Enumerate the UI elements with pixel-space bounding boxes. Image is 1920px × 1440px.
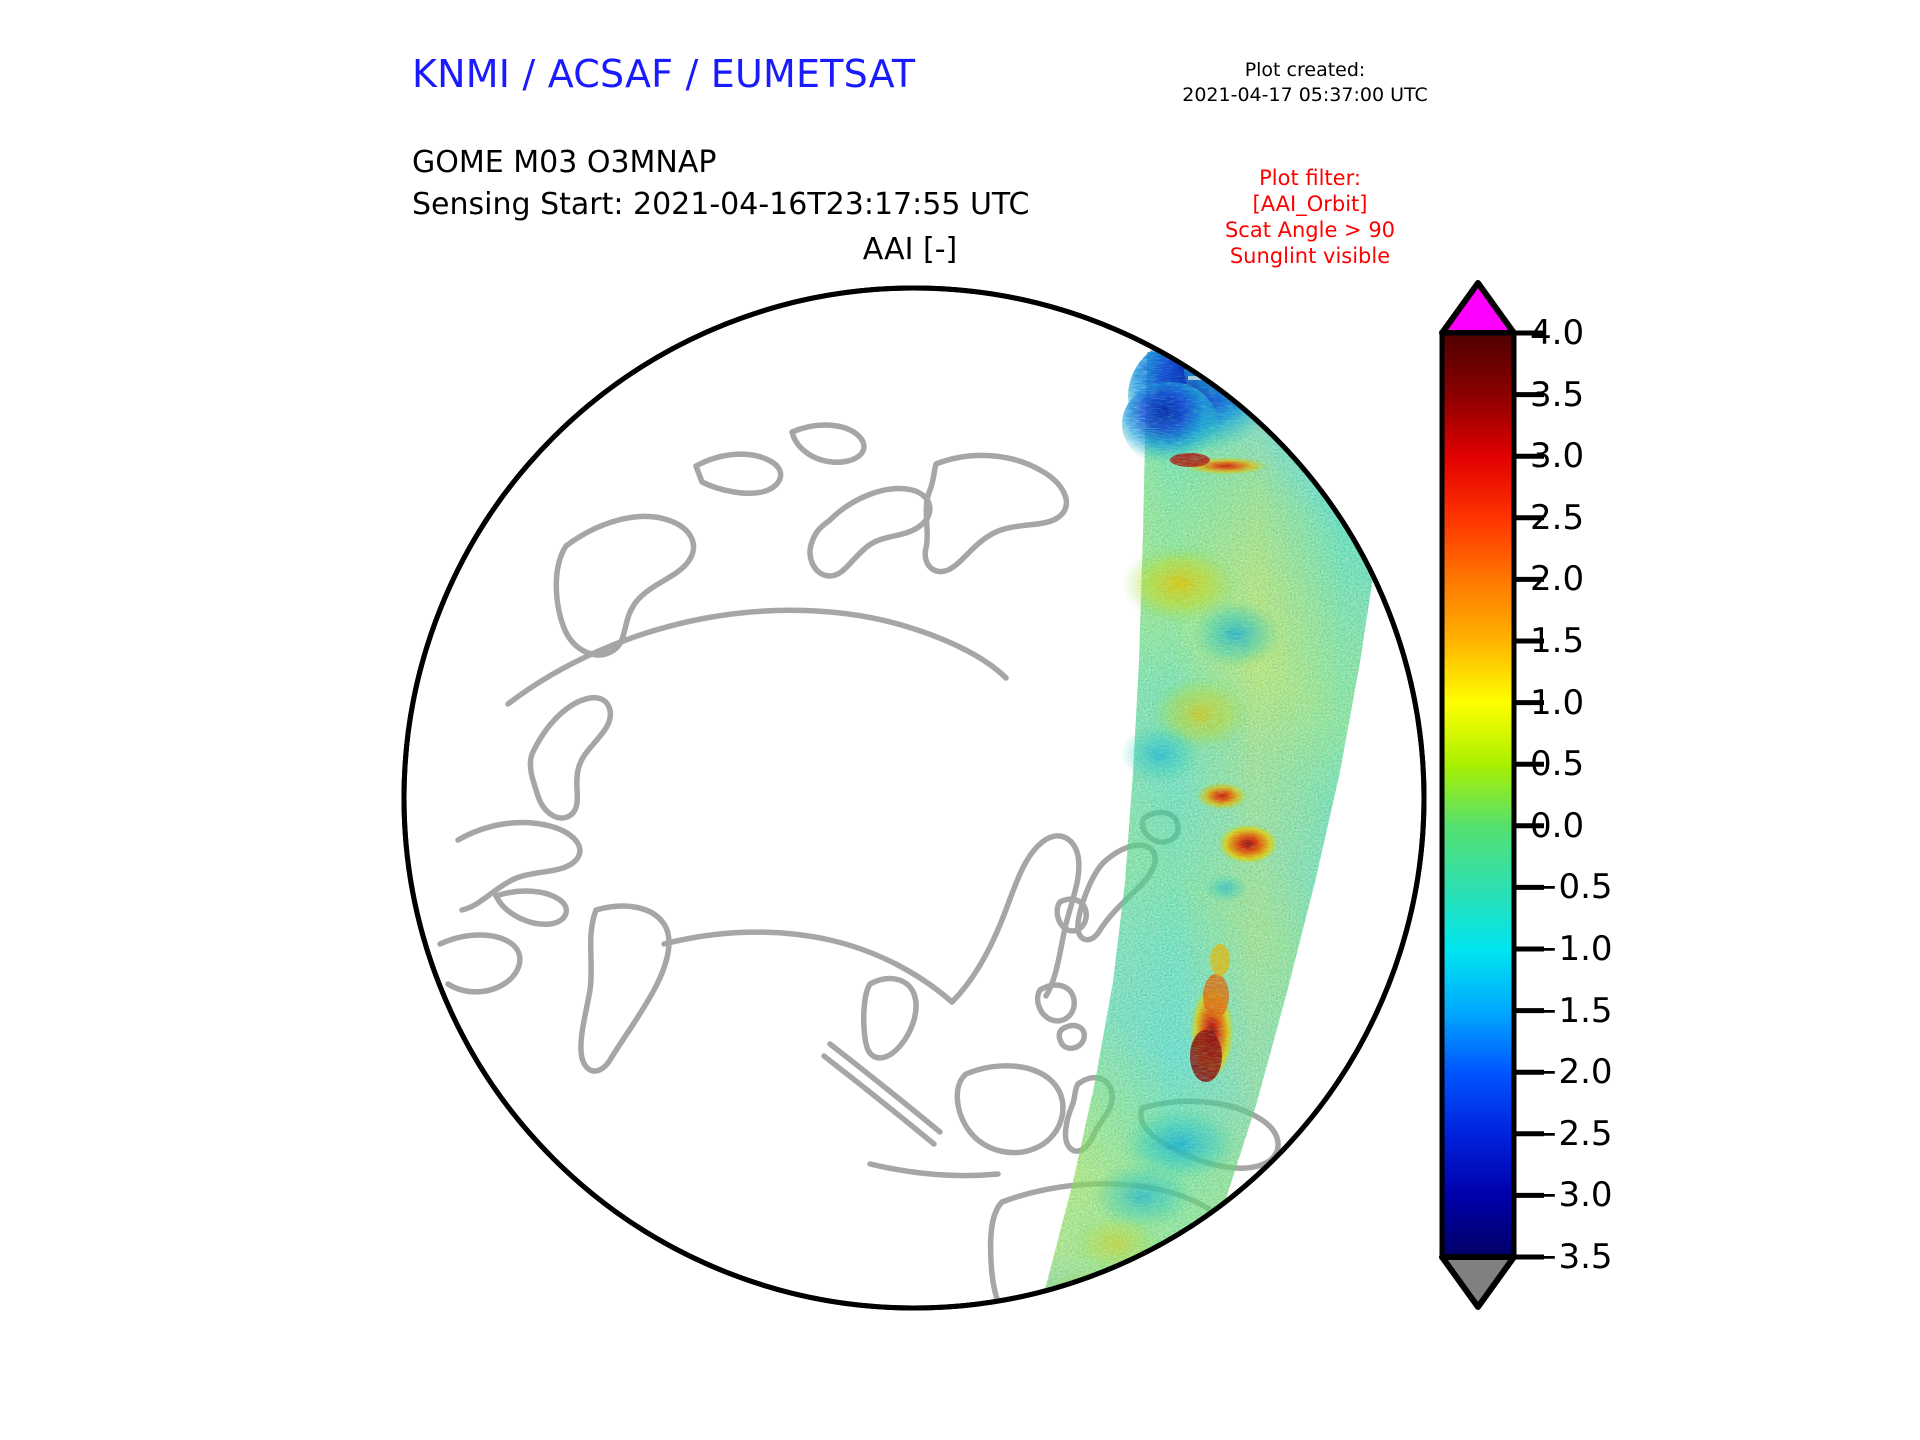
plot-created-label: Plot created: [1244,59,1366,81]
cb-label-1: 3.5 [1530,374,1585,415]
colorbar-ticks [1514,330,1544,1260]
dust-plume-mid [1218,824,1278,864]
cb-label-7: 0.5 [1530,744,1585,785]
globe-map [400,284,1428,1312]
colorbar: 4.0 3.5 3.0 2.5 2.0 1.5 1.0 0.5 0.0 −0.5… [1432,275,1852,1315]
cb-label-5: 1.5 [1530,621,1585,661]
filter-name: [AAI_Orbit] [1252,192,1368,216]
dust-plume-north [1196,782,1248,810]
plot-created-timestamp: 2021-04-17 05:37:00 UTC [1182,84,1428,106]
dataset-name: GOME M03 O3MNAP [412,145,717,180]
variable-title: AAI [-] [862,232,958,267]
cb-label-13: −2.5 [1530,1113,1613,1154]
globe-svg [401,285,1427,1311]
filter-label: Plot filter: [1259,166,1361,190]
cb-label-8: 0.0 [1530,805,1585,846]
filter-scat-angle: Scat Angle > 90 [1224,218,1396,242]
cb-label-10: −1.0 [1530,929,1613,969]
cb-label-3: 2.5 [1530,497,1585,538]
sensing-start: Sensing Start: 2021-04-16T23:17:55 UTC [412,187,1030,222]
colorbar-svg [1439,280,1544,1310]
globe-outline [401,285,1427,1311]
filter-sunglint: Sunglint visible [1229,244,1391,268]
coastlines [437,422,1281,1308]
colorbar-under-arrow [1439,1254,1517,1310]
cb-label-0: 4.0 [1530,313,1585,353]
colorbar-over-arrow [1439,280,1517,336]
cb-label-6: 1.0 [1530,682,1585,723]
colorbar-gradient [1439,330,1517,1260]
cb-label-15: −3.5 [1530,1237,1613,1277]
plot-created-block: Plot created: 2021-04-17 05:37:00 UTC [1155,58,1455,108]
organisation-title: KNMI / ACSAF / EUMETSAT [412,52,916,96]
cb-label-12: −2.0 [1530,1052,1613,1093]
cb-label-11: −1.5 [1530,990,1613,1031]
dataset-info-block: GOME M03 O3MNAP Sensing Start: 2021-04-1… [412,142,1029,226]
plot-filter-block: Plot filter: [AAI_Orbit] Scat Angle > 90… [1150,165,1470,269]
cb-label-4: 2.0 [1530,559,1585,600]
cb-label-2: 3.0 [1530,436,1585,477]
cb-label-9: −0.5 [1530,867,1613,908]
cb-label-14: −3.0 [1530,1175,1613,1216]
